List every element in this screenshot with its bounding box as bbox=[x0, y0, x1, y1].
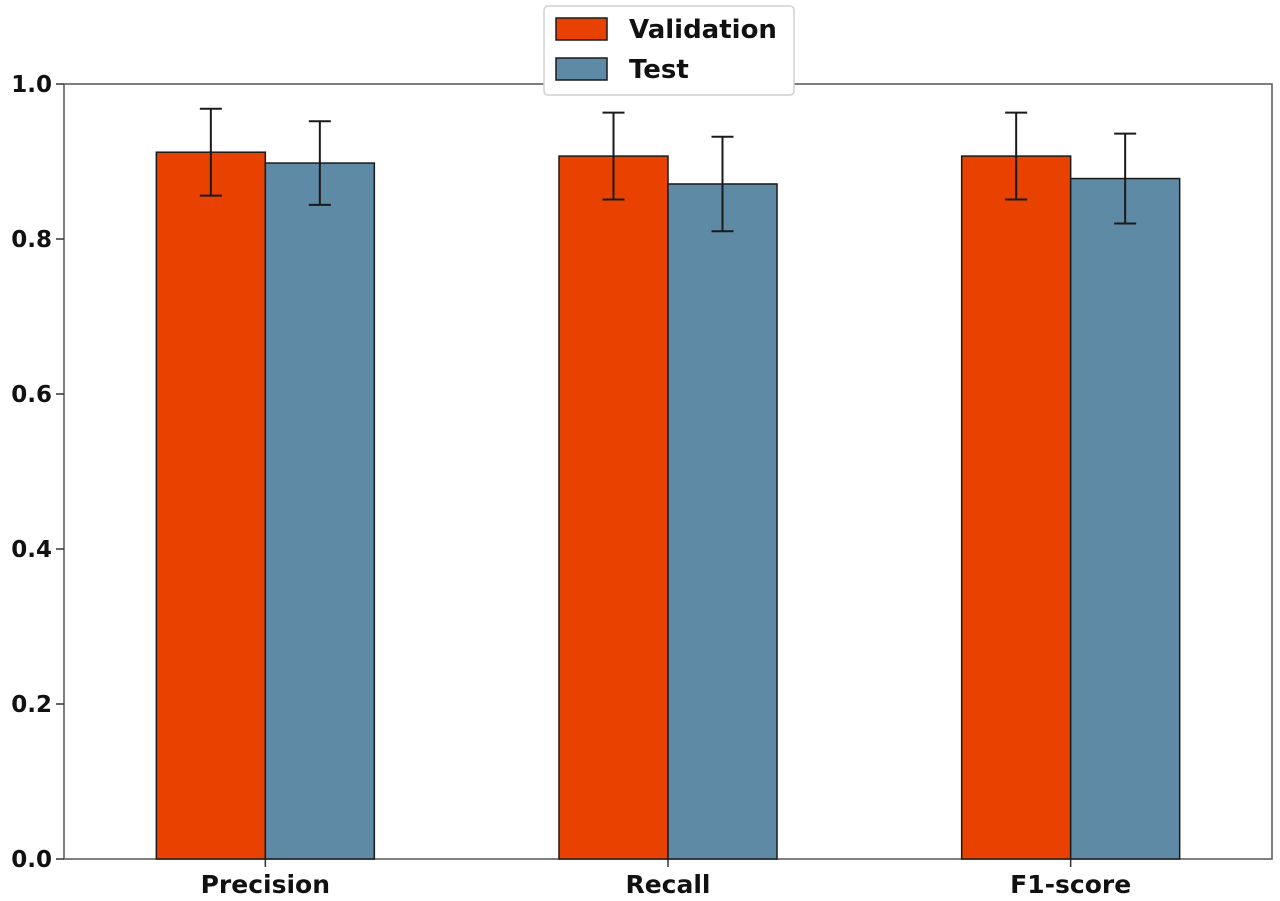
x-tick-label: Precision bbox=[201, 870, 330, 899]
bar-test-precision bbox=[264, 162, 376, 860]
y-tick-label: 0.2 bbox=[11, 692, 52, 718]
legend: Validation Test bbox=[543, 5, 795, 96]
y-tick-label: 1.0 bbox=[11, 72, 52, 98]
y-tick-label: 0.6 bbox=[11, 382, 52, 408]
bar-test-f1-score bbox=[1069, 177, 1181, 860]
legend-label-validation: Validation bbox=[629, 15, 777, 45]
y-tick-label: 0.4 bbox=[11, 537, 52, 563]
bars bbox=[155, 151, 1181, 860]
legend-label-test: Test bbox=[629, 55, 689, 85]
bar-validation-f1-score bbox=[960, 155, 1072, 860]
y-tick-label: 0.0 bbox=[11, 847, 52, 873]
bar-validation-recall bbox=[558, 155, 669, 860]
error-bars bbox=[199, 107, 1137, 233]
x-tick-label: Recall bbox=[625, 870, 710, 899]
bar-validation-precision bbox=[155, 151, 267, 860]
legend-swatch-test bbox=[555, 57, 608, 81]
x-tick-label: F1-score bbox=[1010, 870, 1131, 899]
x-axis: Precision Recall F1-score bbox=[201, 859, 1131, 899]
legend-swatch-validation bbox=[555, 17, 608, 41]
bar-test-recall bbox=[667, 183, 778, 860]
y-tick-label: 0.8 bbox=[11, 227, 52, 253]
y-axis: 0.0 0.2 0.4 0.6 0.8 1.0 bbox=[11, 72, 64, 873]
